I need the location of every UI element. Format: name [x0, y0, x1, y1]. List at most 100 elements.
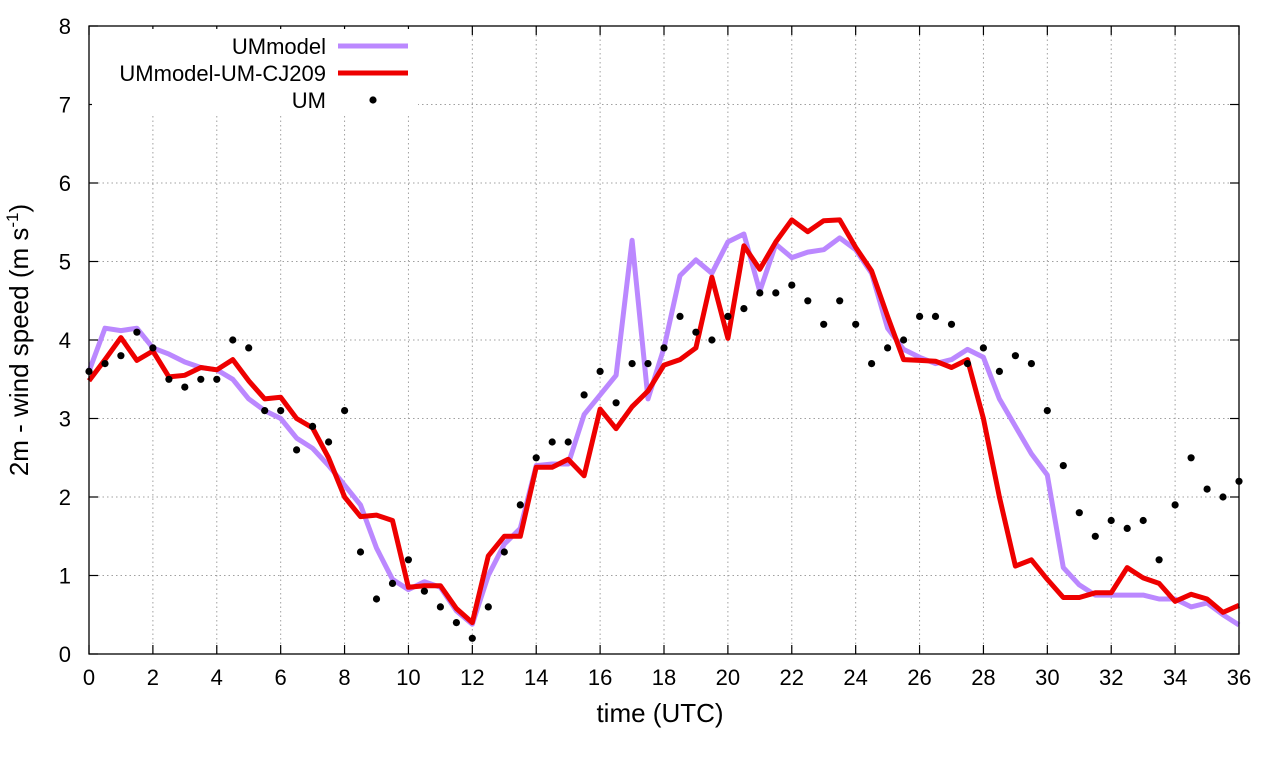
data-point — [1011, 352, 1020, 360]
data-point — [277, 407, 285, 415]
x-tick-label: 20 — [716, 665, 740, 690]
data-point — [756, 289, 764, 297]
data-point — [963, 360, 972, 368]
data-point — [213, 375, 221, 383]
data-point — [708, 336, 716, 344]
y-tick-label: 4 — [59, 328, 71, 353]
legend-label: UM — [292, 88, 326, 113]
data-point — [420, 587, 428, 595]
data-point — [676, 312, 684, 320]
data-point — [229, 336, 237, 344]
data-point — [660, 344, 668, 352]
x-tick-label: 6 — [275, 665, 287, 690]
data-point — [1203, 485, 1211, 493]
data-point — [1187, 454, 1195, 462]
data-point — [772, 289, 780, 297]
x-axis-ticks: 0 2 4 6 8 10 12 14 16 18 20 22 24 26 28 30 32 34 36 — [83, 26, 1251, 690]
data-point — [245, 344, 253, 352]
data-point — [900, 336, 908, 344]
data-point — [436, 603, 444, 611]
data-point — [532, 454, 540, 462]
data-point — [1139, 516, 1147, 525]
data-point — [1155, 556, 1163, 564]
data-point — [1075, 509, 1083, 517]
legend-label: UMmodel — [232, 34, 326, 59]
x-tick-label: 32 — [1099, 665, 1123, 690]
data-point — [293, 446, 301, 454]
data-point — [628, 360, 636, 368]
data-point — [596, 367, 604, 375]
data-point — [804, 297, 812, 305]
data-point — [261, 407, 269, 415]
x-tick-label: 0 — [83, 665, 95, 690]
legend-label: UMmodel-UM-CJ209 — [119, 61, 326, 86]
y-tick-label: 6 — [59, 171, 71, 196]
data-point — [1171, 501, 1179, 509]
data-point — [468, 634, 476, 642]
y-tick-label: 2 — [59, 485, 71, 510]
data-point — [372, 595, 381, 603]
data-point — [1059, 462, 1067, 470]
x-tick-label: 4 — [211, 665, 223, 690]
y-tick-label: 1 — [59, 564, 71, 589]
data-point — [484, 603, 492, 611]
x-tick-label: 22 — [780, 665, 804, 690]
data-point — [548, 438, 556, 446]
data-point — [788, 281, 796, 289]
data-point — [1219, 493, 1227, 501]
data-point — [309, 422, 317, 430]
data-point — [947, 320, 956, 328]
data-point — [852, 320, 860, 328]
data-point — [1123, 524, 1131, 533]
data-point — [516, 501, 524, 509]
data-point — [197, 375, 205, 383]
series-line-2 — [87, 217, 1241, 626]
data-point — [724, 312, 732, 320]
data-point — [149, 344, 157, 352]
data-point — [356, 548, 365, 556]
y-axis-label: 2m - wind speed (m s-1) — [3, 204, 34, 476]
data-point — [884, 344, 892, 352]
x-tick-label: 16 — [588, 665, 612, 690]
data-point — [692, 328, 700, 336]
x-tick-label: 34 — [1163, 665, 1187, 690]
data-point — [341, 407, 349, 415]
data-point — [181, 383, 189, 391]
y-tick-label: 3 — [59, 407, 71, 432]
data-point — [1107, 516, 1115, 525]
x-tick-label: 8 — [338, 665, 350, 690]
data-point — [995, 367, 1004, 375]
data-point — [404, 556, 412, 564]
data-point — [740, 305, 748, 313]
x-axis-label: time (UTC) — [596, 698, 723, 728]
data-point — [820, 320, 828, 328]
data-point — [133, 328, 141, 336]
x-tick-label: 10 — [396, 665, 420, 690]
data-point — [165, 375, 173, 383]
x-tick-label: 2 — [147, 665, 159, 690]
y-tick-label: 0 — [59, 642, 71, 667]
x-tick-label: 24 — [843, 665, 867, 690]
data-point — [452, 619, 460, 627]
data-point — [1043, 407, 1051, 415]
data-point — [101, 360, 109, 368]
x-tick-label: 14 — [524, 665, 548, 690]
data-point — [1091, 532, 1099, 540]
data-point — [916, 312, 924, 320]
x-tick-label: 18 — [652, 665, 676, 690]
legend-swatch-point — [369, 96, 377, 104]
data-point — [612, 399, 620, 407]
data-point — [325, 438, 333, 446]
data-point — [1027, 360, 1035, 368]
data-point — [931, 312, 940, 320]
x-tick-label: 12 — [460, 665, 484, 690]
y-tick-label: 8 — [59, 14, 71, 39]
x-tick-label: 28 — [971, 665, 995, 690]
y-tick-label: 7 — [59, 93, 71, 118]
data-point — [644, 360, 652, 368]
data-point — [580, 391, 588, 399]
series-layer — [85, 217, 1243, 642]
data-point — [979, 344, 988, 352]
